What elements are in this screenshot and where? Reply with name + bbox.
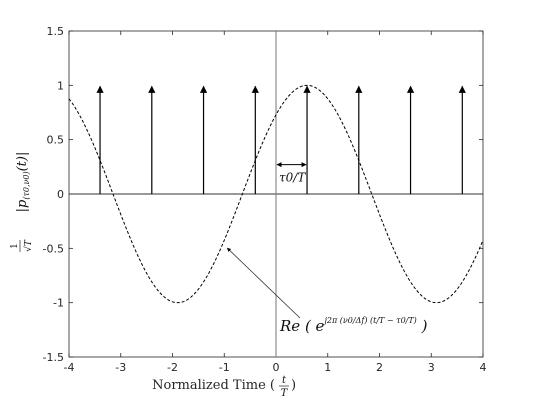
cosine-pointer-arrow	[226, 247, 301, 319]
dashed-cosine-line	[68, 84, 484, 304]
x-axis-label-text: Normalized Time	[152, 378, 266, 393]
y-tick-label: 1	[57, 79, 64, 92]
y-label-sqrt-prefix: 1	[10, 243, 20, 249]
x-axis-label: Normalized Time ( t T )	[152, 375, 296, 399]
tau-over-T-label: τ0/T	[279, 171, 306, 185]
x-tick-label: -3	[115, 361, 126, 374]
x-label-fraction-denominator: T	[281, 388, 289, 399]
x-tick-label: 1	[324, 361, 331, 374]
annotations: τ0/T Re ( ej2π (ν0/Δf) (t/T − τ0/T) )	[226, 162, 428, 335]
y-axis-ticks: -1.5 -1 -0.5 0 0.5 1 1.5	[43, 25, 483, 364]
y-tick-label: -1.5	[43, 351, 64, 364]
y-tick-label: 0	[57, 188, 64, 201]
svg-text:√T: √T	[23, 239, 34, 252]
x-tick-label: 4	[480, 361, 487, 374]
x-tick-label: -2	[167, 361, 178, 374]
impulse-series	[96, 85, 466, 194]
cosine-annotation-exponent: j2π (ν0/Δf) (t/T − τ0/T)	[322, 316, 416, 325]
y-tick-label: 1.5	[47, 25, 65, 38]
zero-lines	[69, 31, 483, 357]
x-label-fraction-numerator: t	[282, 375, 287, 386]
svg-text:): )	[291, 378, 296, 393]
y-axis-label: 1 √T |p(τ0,ν0)(t)|	[10, 152, 34, 252]
x-tick-label: -4	[64, 361, 75, 374]
x-axis-ticks: -4 -3 -2 -1 0 1 2 3 4	[64, 31, 487, 374]
x-tick-label: 2	[376, 361, 383, 374]
x-tick-label: 0	[273, 361, 280, 374]
svg-text:|p(τ0,ν0)(t)|: |p(τ0,ν0)(t)|	[15, 152, 31, 213]
svg-text:Normalized Time (: Normalized Time (	[152, 378, 275, 393]
y-tick-label: -0.5	[43, 242, 64, 255]
x-tick-label: 3	[428, 361, 435, 374]
dashed-cosine-series	[68, 84, 484, 304]
x-tick-label: -1	[219, 361, 230, 374]
cosine-annotation-label: Re ( ej2π (ν0/Δf) (t/T − τ0/T) )	[279, 316, 428, 335]
y-tick-label: -1	[53, 297, 64, 310]
y-tick-label: 0.5	[47, 134, 65, 147]
